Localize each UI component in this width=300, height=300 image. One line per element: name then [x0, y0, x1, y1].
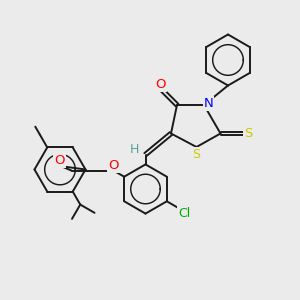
Text: H: H [129, 142, 139, 156]
Text: S: S [193, 148, 200, 161]
Text: N: N [204, 97, 213, 110]
Text: S: S [244, 127, 253, 140]
Text: O: O [155, 77, 166, 91]
Text: O: O [108, 159, 119, 172]
Text: Cl: Cl [178, 207, 190, 220]
Text: O: O [54, 154, 65, 167]
